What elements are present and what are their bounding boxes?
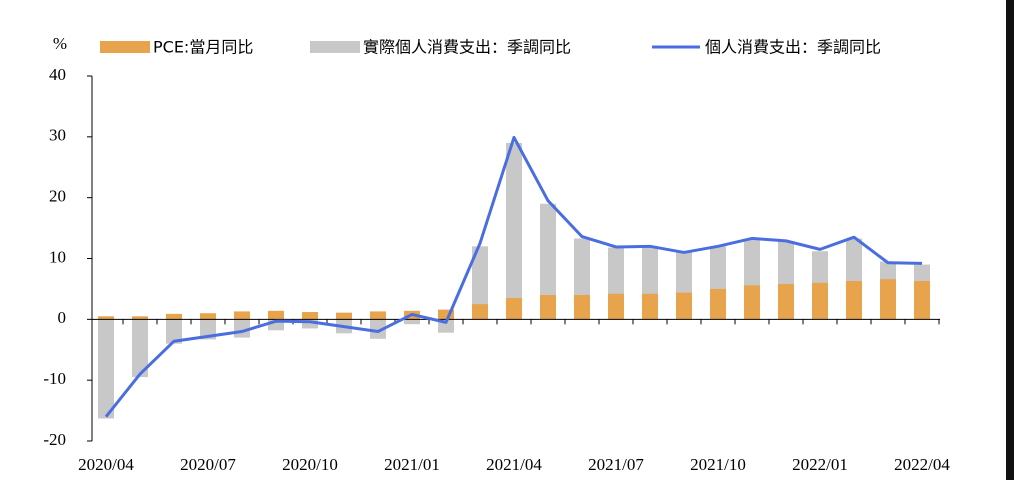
y-tick-label: 0 bbox=[58, 308, 67, 327]
bar bbox=[132, 319, 148, 378]
legend-label: 實際個人消費支出：季調同比 bbox=[363, 38, 571, 57]
bar bbox=[302, 312, 318, 320]
legend-swatch bbox=[310, 41, 360, 53]
line bbox=[104, 135, 923, 418]
bar bbox=[302, 319, 318, 329]
bar bbox=[166, 313, 182, 320]
bar bbox=[336, 312, 352, 320]
bar bbox=[132, 316, 148, 320]
bar bbox=[472, 304, 488, 320]
bar bbox=[98, 319, 114, 419]
y-tick-label: -10 bbox=[43, 369, 66, 388]
bar bbox=[880, 279, 896, 320]
bar bbox=[268, 319, 284, 331]
bar bbox=[404, 319, 420, 325]
bar bbox=[642, 293, 658, 320]
y-tick-label: 30 bbox=[49, 126, 66, 145]
bar bbox=[268, 310, 284, 320]
legend-label: 個人消費支出：季調同比 bbox=[705, 38, 881, 57]
bar bbox=[914, 281, 930, 320]
bar bbox=[744, 285, 760, 320]
bar bbox=[710, 288, 726, 320]
bar bbox=[506, 142, 522, 320]
x-tick-label: 2021/01 bbox=[384, 455, 440, 474]
x-tick-label: 2020/10 bbox=[282, 455, 338, 474]
bar bbox=[370, 319, 386, 339]
bar bbox=[846, 281, 862, 320]
bar bbox=[574, 295, 590, 320]
x-tick-label: 2021/04 bbox=[486, 455, 542, 474]
legend-swatch bbox=[100, 41, 150, 53]
y-tick-label: 40 bbox=[49, 65, 66, 84]
bar bbox=[506, 298, 522, 320]
x-tick-label: 2020/07 bbox=[180, 455, 236, 474]
x-tick-label: 2021/07 bbox=[588, 455, 644, 474]
bar bbox=[540, 295, 556, 320]
x-tick-label: 2022/04 bbox=[894, 455, 950, 474]
bar bbox=[98, 316, 114, 320]
x-tick-label: 2020/04 bbox=[78, 455, 134, 474]
frame-edge bbox=[1006, 0, 1014, 480]
bar bbox=[778, 284, 794, 320]
bar bbox=[676, 292, 692, 320]
bar bbox=[370, 311, 386, 320]
x-tick-label: 2021/10 bbox=[690, 455, 746, 474]
legend-label: PCE:當月同比 bbox=[153, 38, 253, 57]
x-tick-label: 2022/01 bbox=[792, 455, 848, 474]
bar bbox=[608, 293, 624, 320]
bar bbox=[234, 311, 250, 320]
bar bbox=[540, 203, 556, 320]
y-tick-label: -20 bbox=[43, 430, 66, 449]
bar bbox=[200, 313, 216, 320]
bar bbox=[472, 246, 488, 320]
bar bbox=[166, 319, 182, 344]
y-unit: % bbox=[53, 34, 67, 53]
y-tick-label: 10 bbox=[49, 247, 66, 266]
bar bbox=[812, 282, 828, 320]
bar bbox=[438, 309, 454, 320]
y-tick-label: 20 bbox=[49, 187, 66, 206]
